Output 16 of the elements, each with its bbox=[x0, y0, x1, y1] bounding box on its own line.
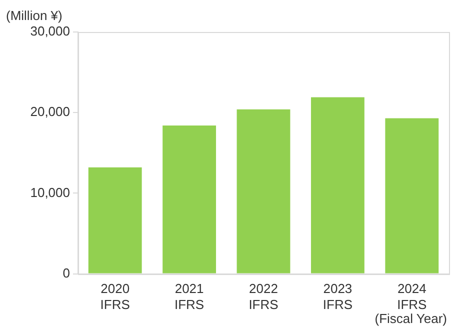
x-axis-title: (Fiscal Year) bbox=[374, 311, 447, 326]
bar bbox=[88, 167, 142, 274]
x-tick-label: 2021 IFRS bbox=[174, 281, 204, 312]
y-axis-title: (Million ¥) bbox=[6, 8, 62, 23]
x-tick-label: 2023 IFRS bbox=[322, 281, 353, 312]
y-tick-label: 20,000 bbox=[30, 104, 70, 120]
x-tick-label: 2020 IFRS bbox=[100, 281, 130, 312]
bar bbox=[236, 109, 290, 274]
bar bbox=[385, 118, 439, 274]
bar bbox=[162, 125, 216, 274]
y-tick-label: 0 bbox=[62, 265, 70, 280]
y-tick-label: 10,000 bbox=[30, 184, 70, 200]
x-tick-label: 2022 IFRS bbox=[248, 281, 279, 312]
y-tick-label: 30,000 bbox=[30, 24, 70, 39]
bar bbox=[310, 97, 364, 274]
x-tick-label: 2024 IFRS bbox=[397, 281, 428, 312]
